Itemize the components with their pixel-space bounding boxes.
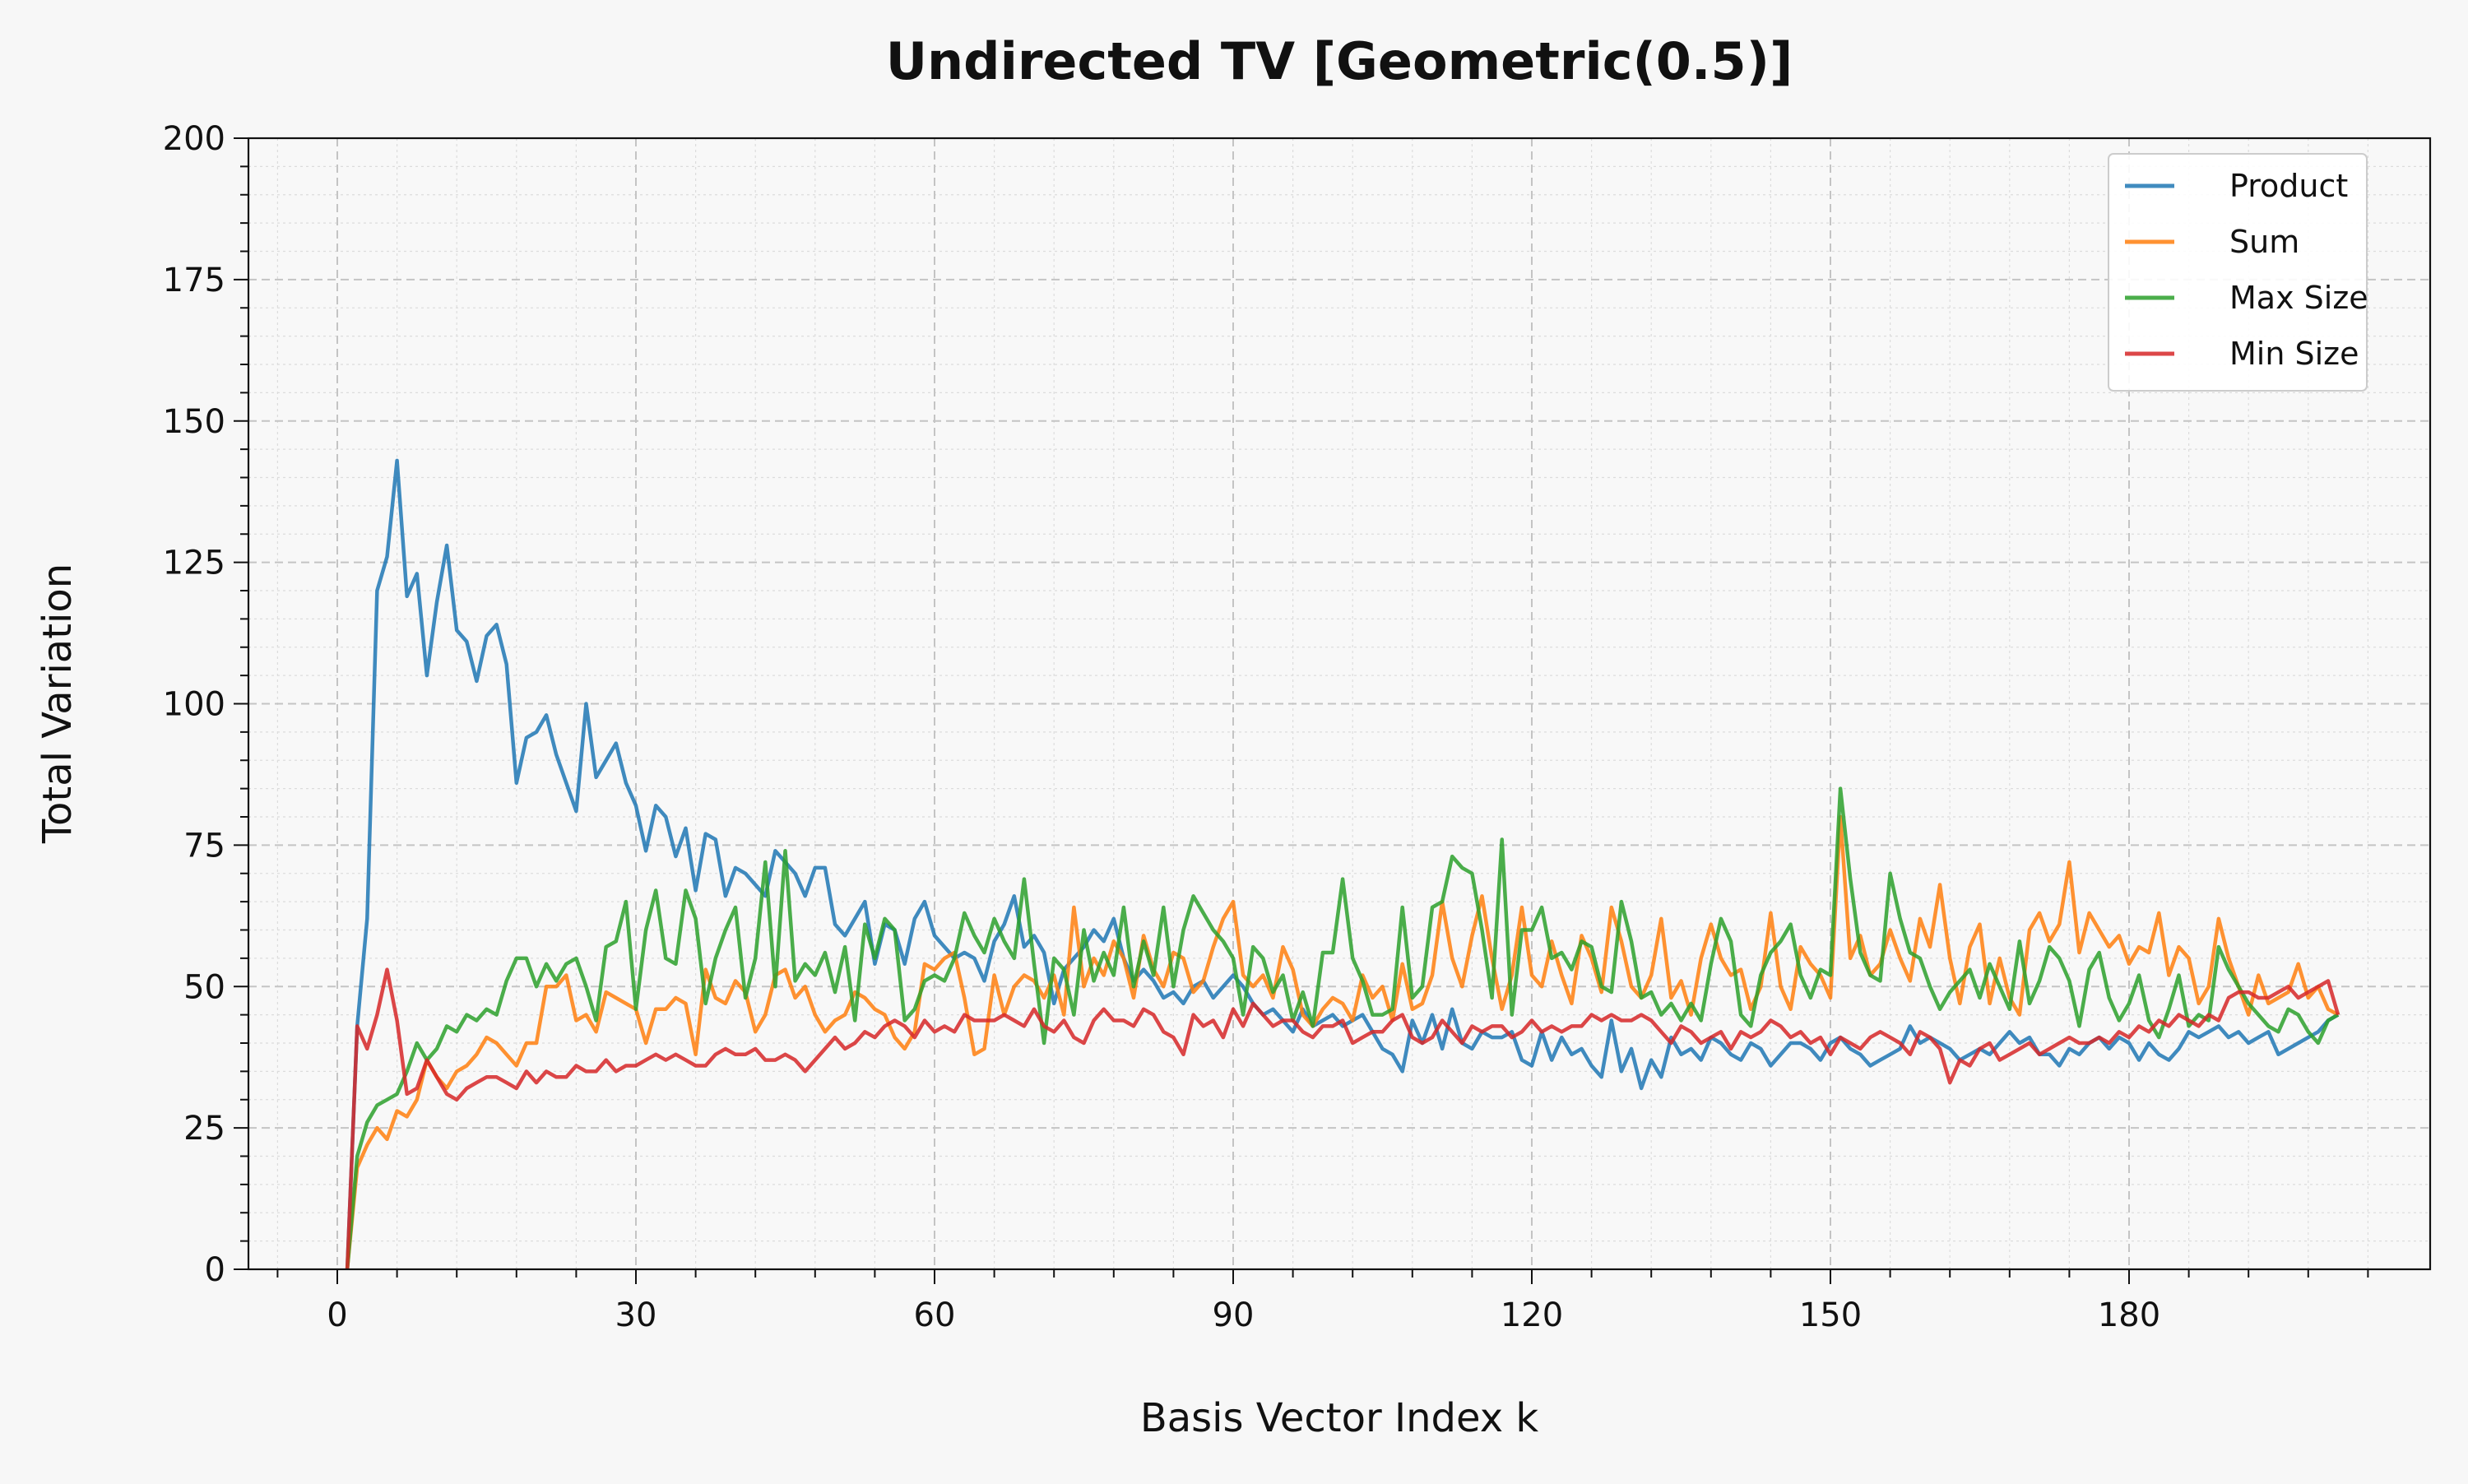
y-tick-label: 125 [163,545,225,582]
y-tick-label: 50 [183,968,225,1006]
x-tick-label: 60 [914,1296,956,1334]
legend-label-max-size: Max Size [2229,280,2368,316]
y-tick-label: 75 [183,827,225,865]
x-tick-label: 150 [1799,1296,1862,1334]
legend: Product Sum Max Size Min Size [2108,153,2368,392]
series-line-product [345,458,2340,1270]
x-tick-label: 120 [1501,1296,1563,1334]
chart-title: Undirected TV [Geometric(0.5)] [886,31,1793,91]
legend-box [2108,153,2368,392]
y-tick-label: 175 [163,262,225,299]
axes: 0 30 60 90 120 150 180 0 25 50 75 100 125 150 175 200 [163,120,2369,1334]
y-tick-label: 0 [205,1251,225,1289]
x-tick-label: 30 [615,1296,657,1334]
legend-label-product: Product [2229,168,2348,204]
y-tick-label: 100 [163,686,225,724]
x-tick-label: 90 [1213,1296,1255,1334]
x-axis-label: Basis Vector Index k [1140,1395,1539,1441]
y-tick-label: 150 [163,403,225,441]
x-tick-label: 180 [2098,1296,2160,1334]
series-line-min-size [345,967,2340,1270]
y-tick-label: 200 [163,120,225,158]
legend-label-sum: Sum [2229,224,2299,260]
series-layer [345,458,2340,1270]
y-tick-label: 25 [183,1110,225,1148]
y-axis-label: Total Variation [35,563,81,844]
x-tick-label: 0 [327,1296,347,1334]
legend-label-min-size: Min Size [2229,336,2359,372]
series-line-sum [345,814,2340,1270]
series-line-max-size [345,786,2340,1270]
